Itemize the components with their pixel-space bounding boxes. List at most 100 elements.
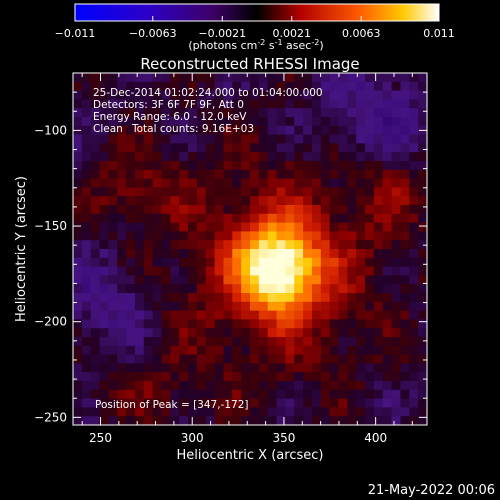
heatmap-cell (126, 389, 136, 399)
heatmap-cell (267, 99, 277, 109)
heatmap-cell (382, 345, 392, 355)
heatmap-cell (276, 222, 286, 232)
heatmap-cell (73, 328, 83, 338)
heatmap-cell (81, 275, 92, 285)
heatmap-cell (152, 372, 162, 382)
heatmap-cell (400, 125, 410, 135)
heatmap-cell (373, 143, 384, 153)
heatmap-cell (338, 398, 348, 408)
heatmap-cell (382, 222, 392, 232)
heatmap-cell (311, 108, 322, 118)
heatmap-cell (267, 310, 277, 320)
heatmap-cell (258, 90, 269, 100)
heatmap-cell (418, 389, 427, 399)
heatmap-cell (347, 363, 357, 373)
heatmap-cell (400, 240, 410, 250)
heatmap-cell (73, 196, 83, 206)
heatmap-cell (232, 301, 242, 311)
heatmap-cell (223, 152, 233, 162)
heatmap-cell (73, 231, 83, 241)
heatmap-cell (391, 337, 401, 347)
heatmap-cell (365, 310, 375, 320)
heatmap-cell (294, 231, 304, 241)
heatmap-cell (303, 178, 313, 188)
heatmap-cell (143, 196, 154, 206)
heatmap-cell (232, 81, 242, 91)
heatmap-cell (152, 319, 162, 329)
heatmap-cell (320, 310, 331, 320)
heatmap-cell (126, 73, 136, 83)
heatmap-cell (152, 240, 162, 250)
heatmap-cell (285, 134, 295, 144)
heatmap-cell (188, 354, 198, 364)
heatmap-cell (365, 319, 375, 329)
heatmap-cell (126, 205, 136, 215)
heatmap-cell (161, 213, 171, 223)
heatmap-cell (338, 196, 348, 206)
heatmap-cell (382, 328, 392, 338)
heatmap-cell (152, 125, 162, 135)
heatmap-cell (329, 416, 339, 425)
heatmap-cell (90, 416, 100, 425)
heatmap-cell (205, 407, 215, 417)
heatmap-cell (108, 134, 118, 144)
heatmap-cell (161, 249, 171, 259)
heatmap-cell (99, 117, 109, 127)
x-tick-label: 400 (364, 431, 387, 445)
heatmap-cell (81, 389, 92, 399)
heatmap-cell (196, 73, 207, 83)
heatmap-cell (205, 143, 215, 153)
heatmap-cell (90, 310, 100, 320)
heatmap-cell (81, 240, 92, 250)
heatmap-cell (356, 389, 366, 399)
heatmap-cell (400, 196, 410, 206)
heatmap-cell (418, 337, 427, 347)
heatmap-cell (126, 134, 136, 144)
heatmap-cell (188, 125, 198, 135)
heatmap-cell (241, 381, 251, 391)
heatmap-cell (320, 117, 331, 127)
heatmap-cell (276, 310, 286, 320)
heatmap-cell (400, 319, 410, 329)
heatmap-cell (250, 416, 260, 425)
heatmap-cell (188, 161, 198, 171)
heatmap-cell (276, 407, 286, 417)
heatmap-cell (356, 328, 366, 338)
heatmap-cell (373, 275, 384, 285)
heatmap-cell (400, 310, 410, 320)
heatmap-cell (250, 81, 260, 91)
heatmap-cell (382, 196, 392, 206)
heatmap-cell (356, 293, 366, 303)
heatmap-cell (188, 319, 198, 329)
heatmap-cell (311, 328, 322, 338)
heatmap-cell (267, 284, 277, 294)
heatmap-cell (214, 178, 224, 188)
heatmap-cell (303, 293, 313, 303)
heatmap-cell (241, 99, 251, 109)
heatmap-cell (214, 125, 224, 135)
heatmap-cell (250, 372, 260, 382)
heatmap-cell (311, 81, 322, 91)
heatmap-cell (179, 240, 189, 250)
heatmap-cell (188, 257, 198, 267)
heatmap-cell (276, 196, 286, 206)
heatmap-cell (320, 143, 331, 153)
x-tick-label: 350 (272, 431, 295, 445)
heatmap-cell (179, 213, 189, 223)
heatmap-cell (196, 293, 207, 303)
heatmap-cell (188, 152, 198, 162)
heatmap-cell (241, 372, 251, 382)
heatmap-cell (294, 389, 304, 399)
heatmap-cell (214, 328, 224, 338)
heatmap-cell (179, 293, 189, 303)
heatmap-cell (179, 178, 189, 188)
heatmap-cell (329, 99, 339, 109)
heatmap-cell (347, 152, 357, 162)
heatmap-cell (134, 205, 145, 215)
heatmap-cell (152, 81, 162, 91)
heatmap-cell (126, 231, 136, 241)
heatmap-cell (294, 381, 304, 391)
heatmap-cell (232, 398, 242, 408)
heatmap-cell (320, 99, 331, 109)
heatmap-cell (303, 363, 313, 373)
